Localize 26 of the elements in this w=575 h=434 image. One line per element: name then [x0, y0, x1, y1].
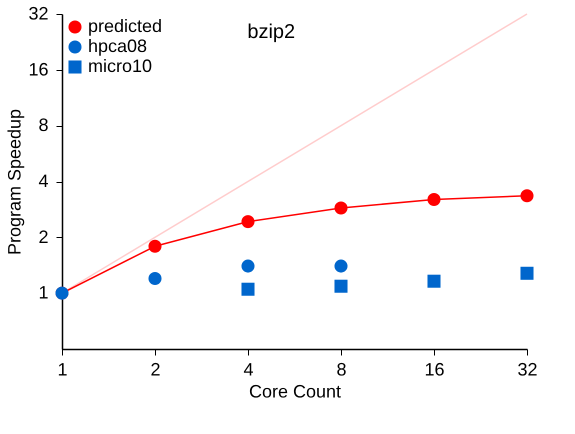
point — [148, 272, 162, 285]
point — [241, 215, 255, 228]
x-tick-label: 1 — [57, 360, 68, 380]
legend-label: hpca08 — [88, 36, 148, 56]
y-tick-label: 4 — [38, 171, 48, 191]
x-tick-label: 32 — [517, 360, 538, 380]
y-tick-label: 8 — [38, 115, 48, 136]
x-tick-label: 8 — [336, 360, 347, 380]
y-tick-label: 2 — [38, 226, 48, 247]
x-tick-label: 16 — [424, 360, 445, 380]
point — [148, 240, 162, 253]
point — [334, 201, 348, 214]
y-tick-label: 32 — [28, 4, 48, 24]
y-tick-label: 1 — [38, 282, 48, 303]
y-tick-label: 16 — [28, 59, 48, 80]
point — [241, 260, 255, 273]
point — [520, 189, 534, 202]
point — [334, 260, 348, 273]
x-axis-title: Core Count — [248, 382, 342, 402]
x-tick-label: 4 — [243, 360, 254, 380]
x-tick-label: 2 — [150, 360, 161, 380]
legend-label: micro10 — [88, 56, 152, 76]
legend-label: predicted — [88, 16, 162, 36]
chart-title: bzip2 — [247, 21, 296, 43]
point — [427, 192, 441, 206]
y-axis-title: Program Speedup — [4, 108, 24, 256]
